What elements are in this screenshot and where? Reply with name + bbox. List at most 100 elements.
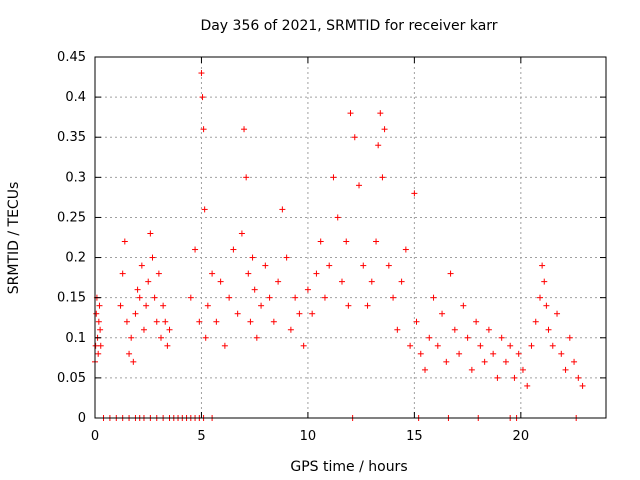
- data-point: [439, 310, 446, 317]
- plot-frame: [94, 56, 607, 419]
- data-point: [536, 294, 543, 301]
- data-point: [451, 326, 458, 333]
- x-tick-label: 5: [197, 429, 205, 444]
- data-point: [221, 342, 228, 349]
- data-point: [502, 358, 509, 365]
- data-point: [485, 326, 492, 333]
- data-point: [97, 326, 104, 333]
- data-point: [541, 278, 548, 285]
- data-point: [390, 294, 397, 301]
- data-point: [226, 294, 233, 301]
- data-point: [164, 342, 171, 349]
- data-point: [234, 310, 241, 317]
- data-point: [204, 302, 211, 309]
- data-point: [123, 318, 130, 325]
- y-axis-label: SRMTID / TECUs: [6, 182, 22, 295]
- data-point: [187, 294, 194, 301]
- data-point: [132, 310, 139, 317]
- data-point: [356, 182, 363, 189]
- data-point: [351, 134, 358, 141]
- data-point: [249, 254, 256, 261]
- data-point: [545, 326, 552, 333]
- y-tick-label: 0.3: [65, 170, 86, 185]
- data-point: [373, 238, 380, 245]
- data-point: [549, 342, 556, 349]
- data-point: [343, 238, 350, 245]
- x-axis-label: GPS time / hours: [290, 459, 407, 475]
- data-point: [287, 326, 294, 333]
- x-tick-label: 20: [513, 429, 530, 444]
- data-point: [464, 334, 471, 341]
- data-point: [413, 318, 420, 325]
- data-point: [251, 286, 258, 293]
- data-point: [95, 318, 102, 325]
- data-point: [334, 214, 341, 221]
- data-point: [145, 278, 152, 285]
- data-point: [140, 326, 147, 333]
- data-point: [258, 302, 265, 309]
- data-point: [155, 270, 162, 277]
- data-point: [126, 350, 133, 357]
- axis-ticks: 0 0.05 0.1 0.15 0.2 0.25 0.3 0.35 0.4 0.45 0 5 10 15 2…: [57, 50, 606, 444]
- data-point: [275, 278, 282, 285]
- data-point: [149, 254, 156, 261]
- data-point: [402, 246, 409, 253]
- data-point: [579, 382, 586, 389]
- data-point: [136, 294, 143, 301]
- data-point: [247, 318, 254, 325]
- data-point: [245, 270, 252, 277]
- data-point: [511, 374, 518, 381]
- data-point: [158, 334, 165, 341]
- data-point: [554, 310, 561, 317]
- data-point: [422, 366, 429, 373]
- data-point: [119, 270, 126, 277]
- data-point: [241, 126, 248, 133]
- data-point: [434, 342, 441, 349]
- data-point: [143, 302, 150, 309]
- data-point: [121, 238, 128, 245]
- data-point: [430, 294, 437, 301]
- y-tick-label: 0.15: [57, 291, 86, 306]
- data-point: [411, 190, 418, 197]
- data-point: [566, 334, 573, 341]
- data-point: [147, 230, 154, 237]
- data-point: [519, 366, 526, 373]
- data-point: [117, 302, 124, 309]
- data-point: [95, 350, 102, 357]
- chart-title: Day 356 of 2021, SRMTID for receiver kar…: [200, 18, 497, 34]
- data-point: [490, 350, 497, 357]
- data-point: [92, 342, 99, 349]
- data-point: [202, 334, 209, 341]
- data-point: [543, 302, 550, 309]
- data-point: [345, 302, 352, 309]
- y-tick-label: 0.45: [57, 50, 86, 65]
- data-point: [379, 174, 386, 181]
- y-tick-label: 0.1: [65, 331, 86, 346]
- data-point: [507, 342, 514, 349]
- data-point: [562, 366, 569, 373]
- data-point: [266, 294, 273, 301]
- data-point: [199, 94, 206, 101]
- data-point: [296, 310, 303, 317]
- data-point: [385, 262, 392, 269]
- data-point: [558, 350, 565, 357]
- data-point: [443, 358, 450, 365]
- data-point: [494, 374, 501, 381]
- data-point: [368, 278, 375, 285]
- grid-lines: [95, 57, 606, 418]
- y-tick-label: 0.35: [57, 130, 86, 145]
- data-point: [377, 110, 384, 117]
- y-tick-label: 0.4: [65, 90, 86, 105]
- data-point: [375, 142, 382, 149]
- data-point: [417, 350, 424, 357]
- data-point: [192, 246, 199, 253]
- data-point: [300, 342, 307, 349]
- data-point: [426, 334, 433, 341]
- data-point: [515, 350, 522, 357]
- data-point: [213, 318, 220, 325]
- data-point: [198, 70, 205, 77]
- data-point: [317, 238, 324, 245]
- data-point: [238, 230, 245, 237]
- data-point: [283, 254, 290, 261]
